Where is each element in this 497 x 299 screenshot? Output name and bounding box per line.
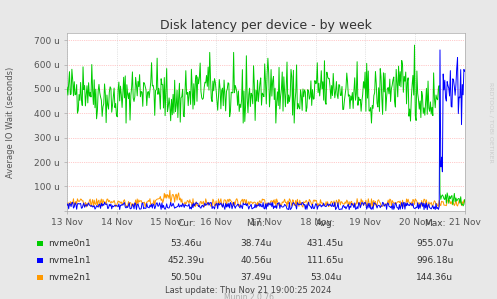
Text: Avg:: Avg: xyxy=(316,219,335,228)
Text: 38.74u: 38.74u xyxy=(240,239,272,248)
Text: 40.56u: 40.56u xyxy=(240,256,272,265)
Text: Cur:: Cur: xyxy=(177,219,196,228)
Text: 144.36u: 144.36u xyxy=(416,273,453,282)
Text: 996.18u: 996.18u xyxy=(416,256,454,265)
Text: 431.45u: 431.45u xyxy=(307,239,344,248)
Text: nvme1n1: nvme1n1 xyxy=(48,256,90,265)
Text: RRDTOOL / TOBI OETIKER: RRDTOOL / TOBI OETIKER xyxy=(488,82,493,163)
Text: 111.65u: 111.65u xyxy=(307,256,344,265)
Text: 53.46u: 53.46u xyxy=(170,239,202,248)
Text: Min:: Min: xyxy=(247,219,265,228)
Text: Munin 2.0.76: Munin 2.0.76 xyxy=(224,293,273,299)
Text: 37.49u: 37.49u xyxy=(240,273,272,282)
Text: 452.39u: 452.39u xyxy=(168,256,205,265)
Text: nvme2n1: nvme2n1 xyxy=(48,273,90,282)
Text: nvme0n1: nvme0n1 xyxy=(48,239,90,248)
Text: Last update: Thu Nov 21 19:00:25 2024: Last update: Thu Nov 21 19:00:25 2024 xyxy=(166,286,331,295)
Text: Average IO Wait (seconds): Average IO Wait (seconds) xyxy=(6,67,15,178)
Text: Max:: Max: xyxy=(424,219,446,228)
Text: 50.50u: 50.50u xyxy=(170,273,202,282)
Text: 955.07u: 955.07u xyxy=(416,239,454,248)
Text: 53.04u: 53.04u xyxy=(310,273,341,282)
Title: Disk latency per device - by week: Disk latency per device - by week xyxy=(160,19,372,32)
